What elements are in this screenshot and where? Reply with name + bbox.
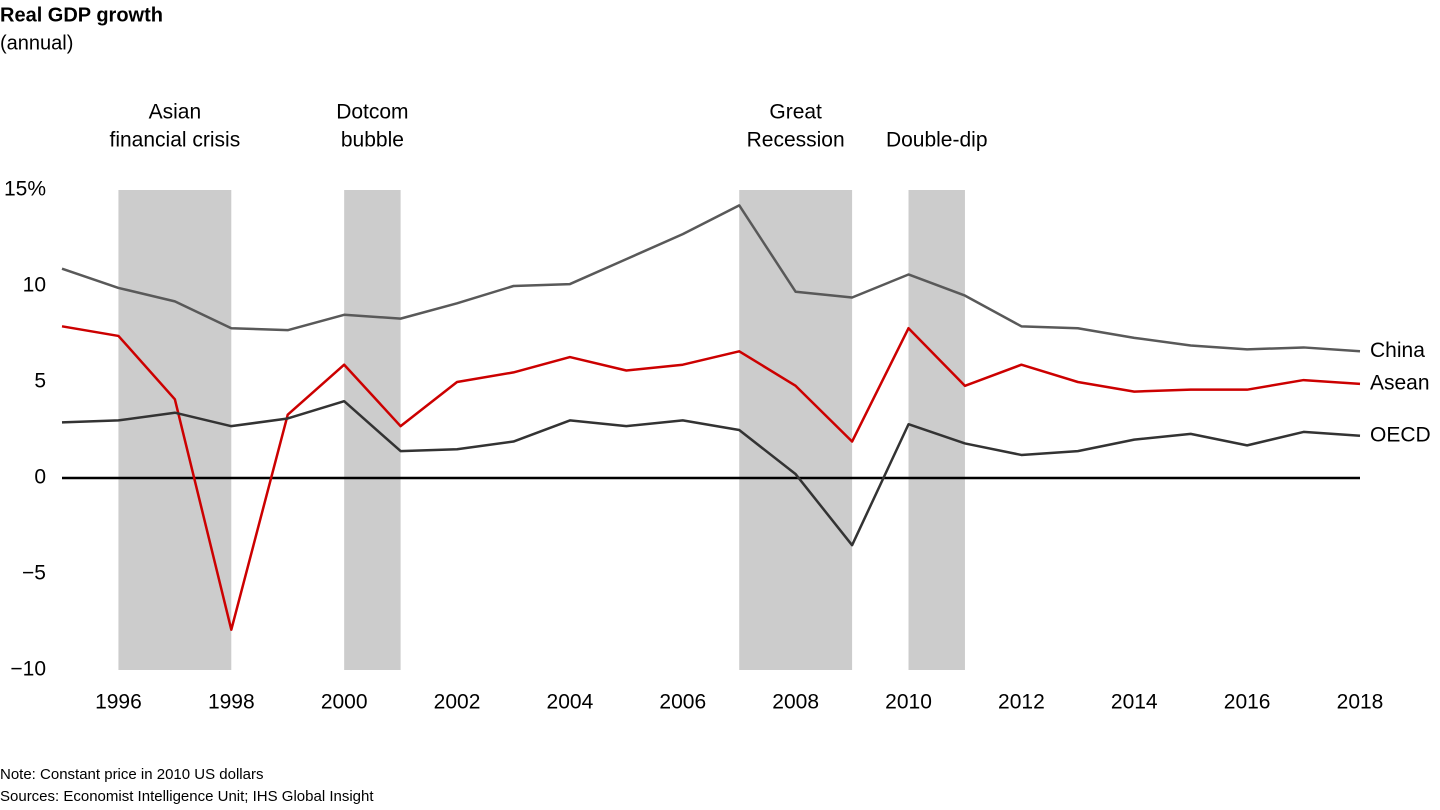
series-label: OECD (1370, 423, 1431, 446)
x-tick-label: 2004 (547, 691, 594, 714)
y-tick-label: 0 (34, 466, 46, 489)
shaded-region (908, 190, 965, 670)
x-tick-label: 1998 (208, 691, 255, 714)
region-label: Asian (149, 101, 202, 124)
x-tick-label: 2012 (998, 691, 1045, 714)
sources: Sources: Economist Intelligence Unit; IH… (0, 788, 374, 805)
region-label: Recession (747, 129, 845, 152)
x-tick-label: 2010 (885, 691, 932, 714)
y-tick-label: 15% (4, 178, 46, 201)
y-tick-label: −10 (10, 658, 46, 681)
shaded-region (739, 190, 853, 670)
y-tick-label: −5 (22, 562, 46, 585)
x-tick-label: 2014 (1111, 691, 1158, 714)
region-label: Dotcom (336, 101, 408, 124)
y-tick-label: 5 (34, 370, 46, 393)
series-label: Asean (1370, 371, 1430, 394)
x-tick-label: 2016 (1224, 691, 1271, 714)
x-tick-label: 2008 (772, 691, 819, 714)
y-tick-label: 10 (23, 274, 46, 297)
shaded-region (118, 190, 232, 670)
region-label: financial crisis (110, 129, 241, 152)
x-tick-label: 1996 (95, 691, 142, 714)
x-tick-label: 2002 (434, 691, 481, 714)
note: Note: Constant price in 2010 US dollars (0, 766, 263, 783)
x-tick-label: 2018 (1337, 691, 1384, 714)
shaded-region (344, 190, 401, 670)
series-line (61, 204, 1361, 353)
chart-subtitle: (annual) (0, 32, 73, 54)
series-line (61, 325, 1361, 631)
x-tick-label: 2006 (659, 691, 706, 714)
x-tick-label: 2000 (321, 691, 368, 714)
series-label: China (1370, 339, 1425, 362)
region-label: Double-dip (886, 129, 988, 152)
region-label: bubble (341, 129, 404, 152)
chart-title: Real GDP growth (0, 4, 163, 26)
region-label: Great (769, 101, 822, 124)
series-line (61, 399, 1361, 547)
